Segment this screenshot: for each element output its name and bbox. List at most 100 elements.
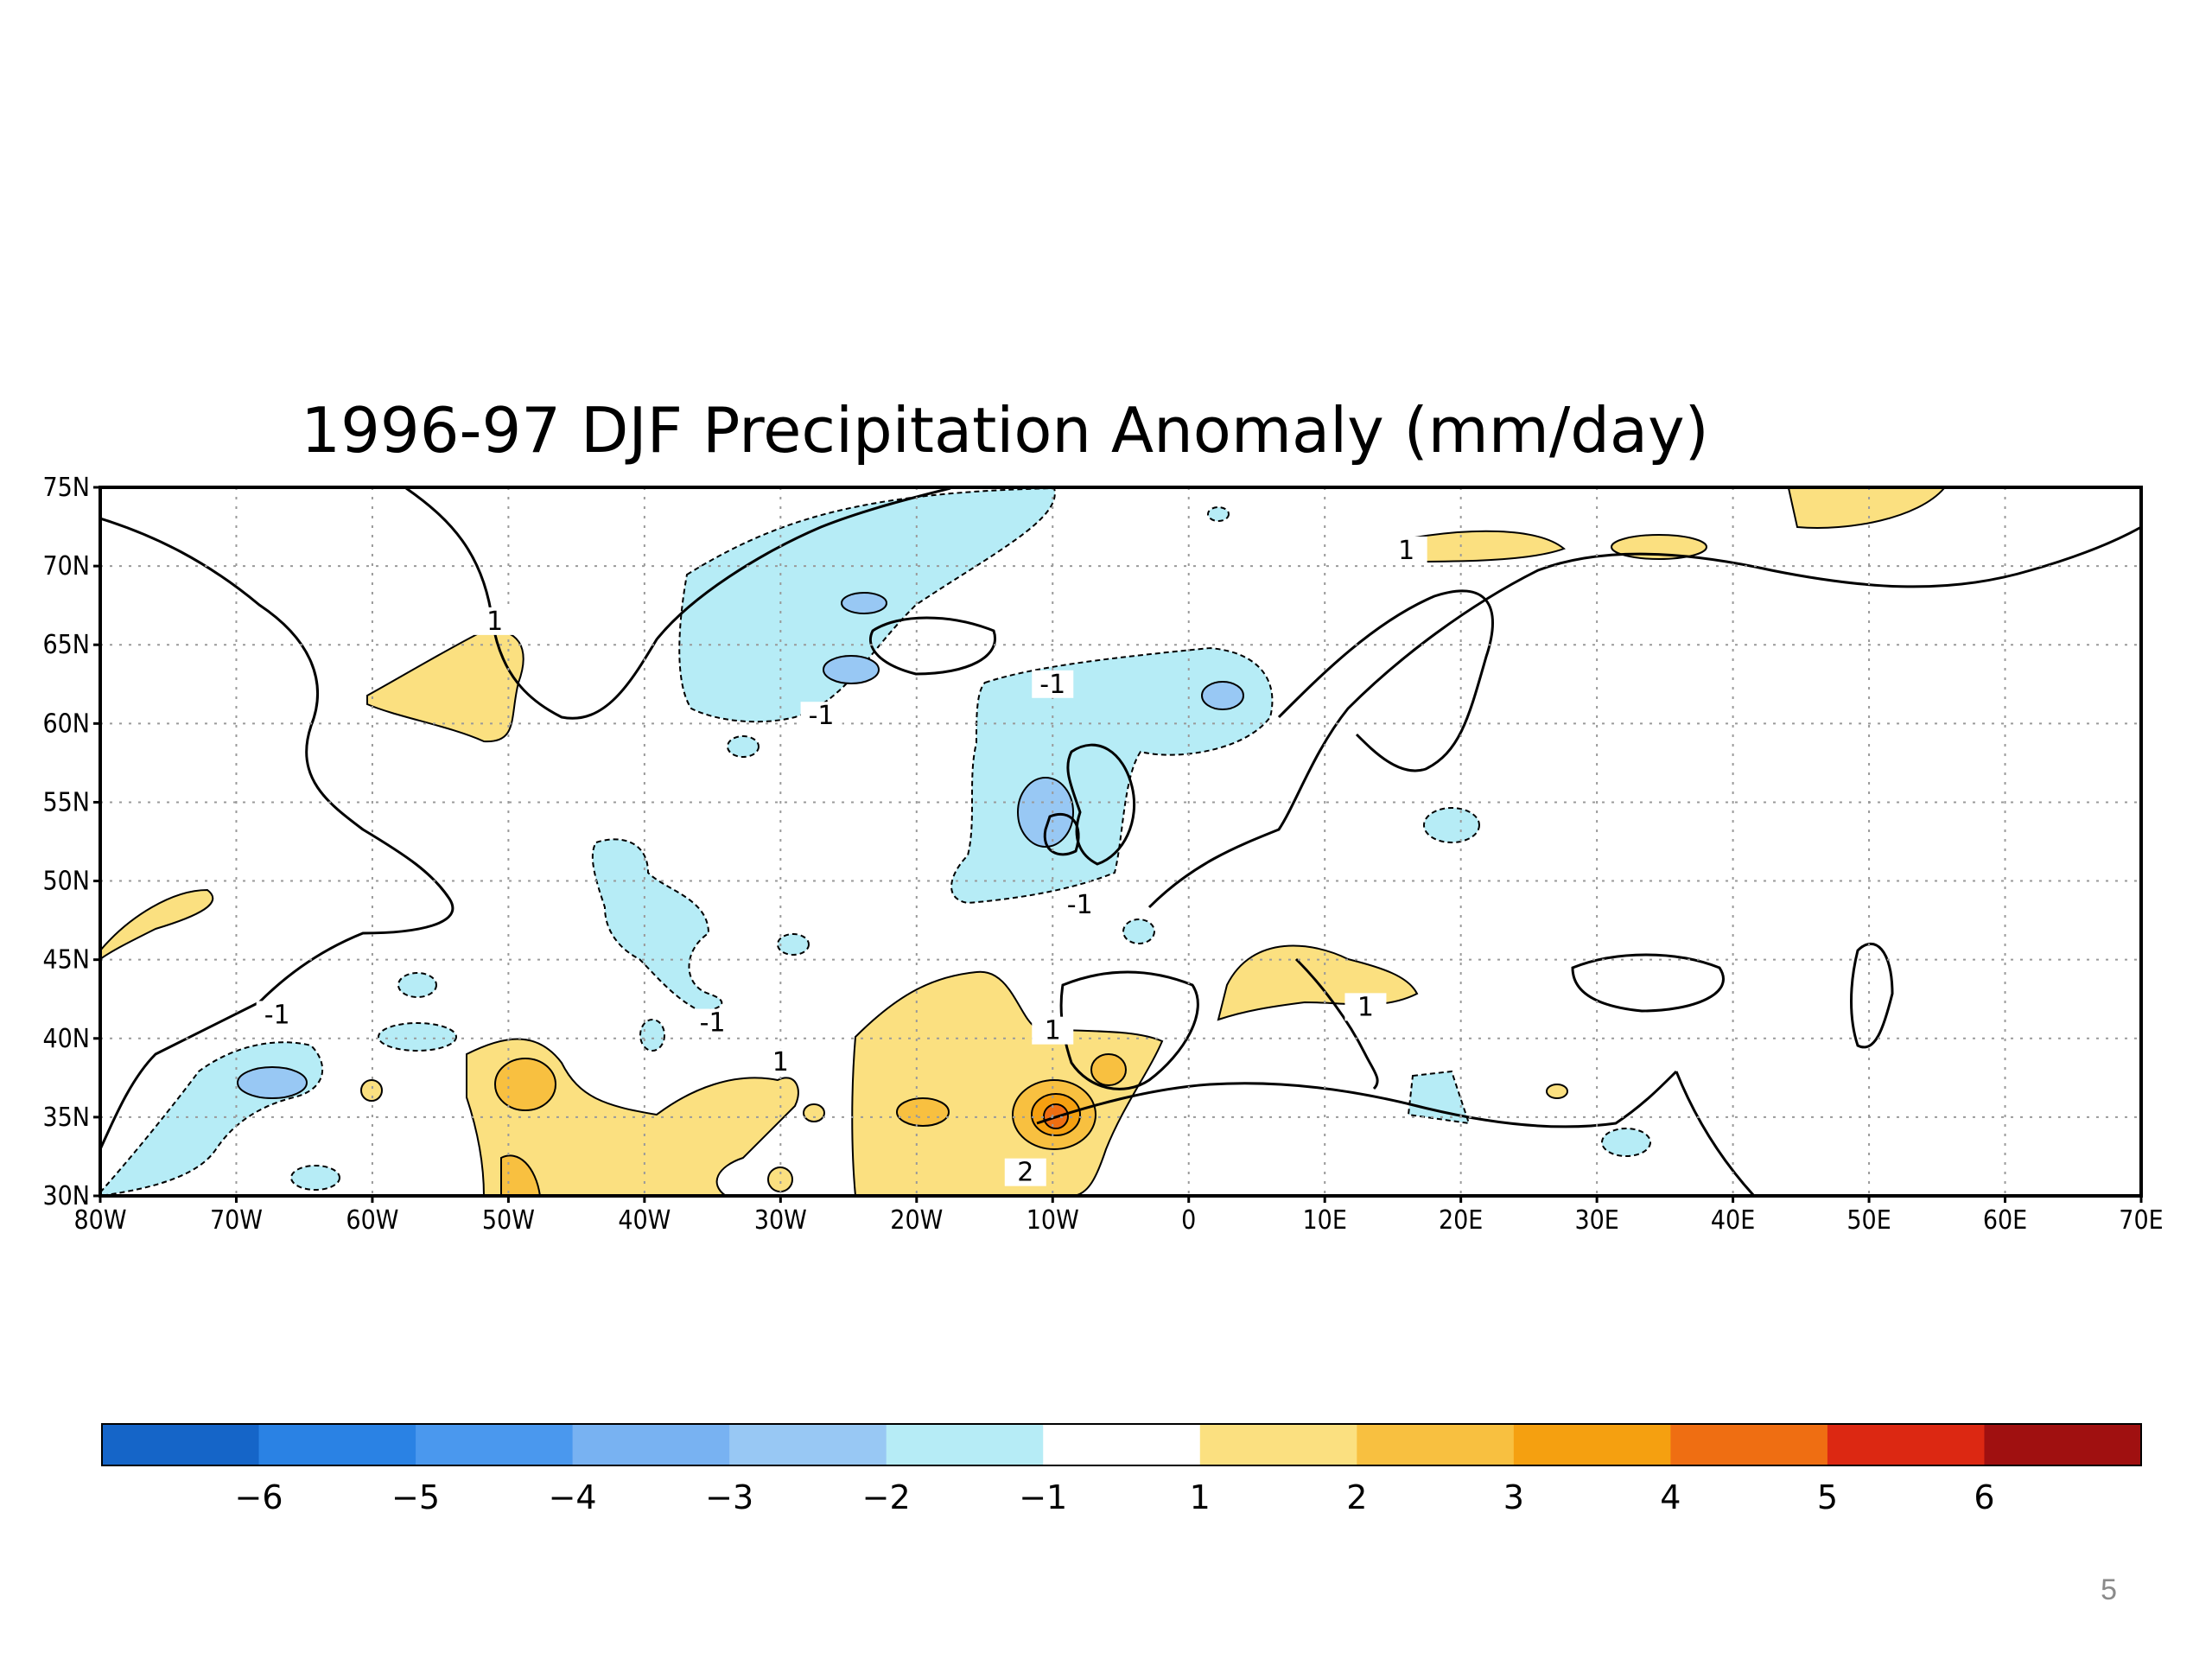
colorbar-swatch (1513, 1424, 1671, 1465)
pos-region-small-2 (767, 1166, 793, 1192)
contour-label-bg (1385, 536, 1427, 564)
contour-label-bg (474, 607, 516, 635)
colorbar-swatch (1199, 1424, 1357, 1465)
contour-value-label: 1 (772, 1047, 789, 1077)
lon-tick-label: 60W (346, 1205, 398, 1236)
lon-tick-label: 80W (73, 1205, 126, 1236)
grid-lines (100, 487, 2141, 1196)
pos-region-small-4 (1546, 1084, 1568, 1099)
colorbar-swatch (1670, 1424, 1828, 1465)
chart-title: 1996-97 DJF Precipitation Anomaly (mm/da… (301, 394, 1708, 467)
greenland-coast (405, 487, 951, 720)
lon-tick-label: 50W (482, 1205, 535, 1236)
colorbar-swatch (1827, 1424, 1985, 1465)
pos2-region-gibraltar (1090, 1053, 1127, 1086)
lat-tick-label: 30N (42, 1181, 90, 1211)
colorbar-label: 3 (1503, 1478, 1524, 1516)
lon-tick-label: 0 (1181, 1205, 1196, 1236)
pos-region-iberia (851, 970, 1164, 1196)
anomaly-region-mid-atlantic (591, 838, 723, 1013)
colorbar-frame (101, 1423, 2142, 1466)
contour-value-label: -1 (1039, 670, 1065, 700)
anomaly-region-small-1 (397, 972, 437, 998)
lat-axis-labels: 30N 35N 40N 45N 50N 55N 60N 65N 70N 75N (42, 473, 100, 1211)
map-frame (99, 486, 2143, 1198)
colorbar: −6 −5 −4 −3 −2 −1 1 2 3 4 5 6 (101, 1423, 2142, 1516)
mideast-coast (1675, 1071, 1756, 1196)
lat-tick-label: 65N (42, 630, 90, 660)
lon-tick-label: 40E (1711, 1205, 1755, 1236)
strong-anomaly-2 (823, 655, 880, 684)
colorbar-label: 1 (1190, 1478, 1211, 1516)
europe-coast (1147, 525, 2141, 909)
anomaly-region-small-4 (639, 1019, 665, 1052)
anomaly-region-egypt (1601, 1128, 1651, 1157)
colorbar-label: −1 (1019, 1478, 1067, 1516)
lon-tick-label: 30E (1574, 1205, 1618, 1236)
contour-value-label: 1 (1045, 1016, 1061, 1046)
strong-anomaly-4 (1017, 777, 1074, 848)
scandinavia-coast (1277, 589, 1494, 772)
iberia-coast (1059, 970, 1199, 1090)
contour-label-bg (1032, 670, 1074, 698)
iceland-coast (869, 616, 996, 676)
lon-tick-label: 70E (2119, 1205, 2163, 1236)
contour-value-label: -1 (264, 1000, 290, 1030)
colorbar-swatch (416, 1424, 574, 1465)
colorbar-label: −5 (391, 1478, 440, 1516)
anomaly-region-us-east-coast (100, 1041, 324, 1196)
contour-label-bg (1032, 1016, 1074, 1045)
colorbar-swatch (1984, 1424, 2142, 1465)
colorbar-label: 6 (1974, 1478, 1994, 1516)
contour-value-label: 1 (1357, 992, 1374, 1022)
anomaly-region-libya (1407, 1070, 1471, 1125)
anomaly-region-small-7 (290, 1165, 340, 1191)
lat-tick-label: 35N (42, 1103, 90, 1133)
pos-region-newfoundland (100, 888, 214, 961)
black-sea-coast (1571, 953, 1725, 1013)
lon-tick-label: 60E (1983, 1205, 2027, 1236)
colorbar-label: −2 (862, 1478, 911, 1516)
pos-region-small-1 (360, 1079, 383, 1102)
contour-label-bg (1004, 1158, 1046, 1186)
pos-region-small-3 (803, 1103, 825, 1122)
map-panel: 30N 35N 40N 45N 50N 55N 60N 65N 70N 75N 80W 70W 60W… (42, 473, 2163, 1236)
colorbar-label: 5 (1817, 1478, 1838, 1516)
anomaly-region-small-5 (727, 735, 760, 758)
lat-tick-label: 60N (42, 709, 90, 739)
lon-tick-label: 30W (754, 1205, 807, 1236)
pos-region-greenland (366, 629, 524, 743)
lon-tick-label: 40W (618, 1205, 671, 1236)
colorbar-swatch (1043, 1424, 1201, 1465)
caspian-coast (1850, 942, 1894, 1049)
lat-tick-label: 45N (42, 945, 90, 976)
colorbar-label: 2 (1346, 1478, 1367, 1516)
lat-tick-label: 40N (42, 1024, 90, 1054)
contour-value-label: 1 (486, 607, 503, 637)
coastlines (100, 487, 2141, 1196)
colorbar-label: −6 (235, 1478, 283, 1516)
lon-axis-labels: 80W 70W 60W 50W 40W 30W 20W 10W 0 10E 20E 30E 40E 50E… (73, 1196, 2164, 1236)
lon-tick-label: 70W (210, 1205, 263, 1236)
contour-value-label: -1 (700, 1008, 726, 1039)
italy-coast (1294, 957, 1379, 1090)
contour-labels: 1 1 -1 -1 -1 -1 -1 1 1 1 2 (256, 536, 1427, 1188)
colorbar-swatch (886, 1424, 1044, 1465)
strong-negative-anomaly-regions (237, 592, 1244, 1099)
pos-region-norway (1398, 530, 1566, 563)
contour-label-bg (1058, 890, 1101, 918)
north-africa-coast (1036, 1070, 1678, 1128)
lat-tick-label: 75N (42, 473, 90, 503)
contour-value-label: -1 (1067, 890, 1093, 920)
colorbar-swatch (572, 1424, 730, 1465)
colorbar-label: −4 (549, 1478, 597, 1516)
contour-value-label: 2 (1017, 1158, 1033, 1188)
anomaly-region-small-6 (1122, 918, 1155, 944)
lon-tick-label: 10W (1027, 1205, 1079, 1236)
colorbar-label: 4 (1660, 1478, 1681, 1516)
contour-label-bg (760, 1048, 802, 1077)
contour-value-label: -1 (809, 701, 835, 731)
anomaly-region-small-8 (1207, 506, 1230, 522)
strong-anomaly-1 (841, 592, 887, 614)
